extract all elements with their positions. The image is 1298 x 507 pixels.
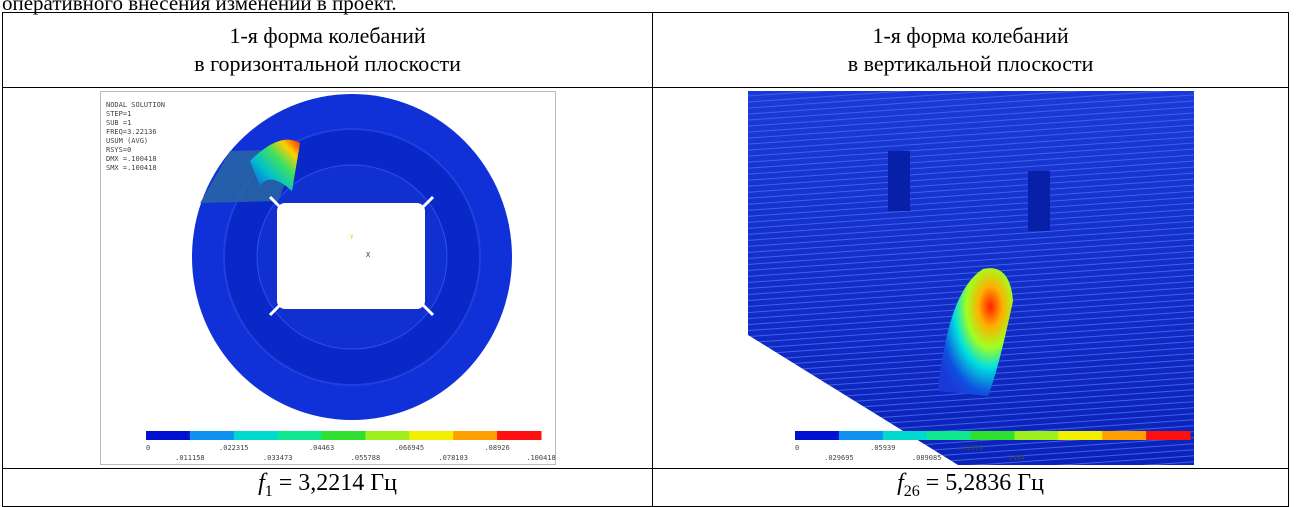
colorbar-label: .100418: [526, 454, 556, 462]
formula-symbol: f: [258, 470, 265, 496]
colorbar-label: .04463: [308, 444, 333, 452]
formula-value: = 5,2836 Гц: [925, 470, 1045, 496]
colorbar-segment: [364, 431, 410, 440]
colorbar-label: .029695: [824, 454, 854, 462]
colorbar-segment: [277, 431, 322, 440]
info-text: FREQ=3.22136: [106, 128, 157, 136]
info-text: DMX =.100418: [106, 155, 157, 163]
colorbar-label: .1484: [1003, 454, 1024, 462]
info-text: RSYS=0: [106, 146, 131, 154]
mode-shape-image: 0 .029695 .05939 .089085 .11878 .1484: [747, 91, 1194, 465]
header-cell: 1-я форма колебаний в горизонтальной плос…: [1, 12, 654, 88]
colorbar-segment: [1013, 431, 1059, 440]
colorbar-segment: [408, 431, 454, 440]
colorbar-label: .011158: [175, 454, 205, 462]
axis-label: X: [366, 251, 371, 259]
colorbar-segment: [189, 431, 234, 440]
formula-symbol: f: [897, 470, 904, 496]
header-line: 1-я форма колебаний: [229, 23, 426, 48]
colorbar-label: .033473: [262, 454, 292, 462]
colorbar-segment: [1057, 431, 1103, 440]
colorbar-segment: [321, 431, 366, 440]
colorbar-label: .066945: [394, 444, 424, 452]
colorbar-segment: [882, 431, 927, 440]
colorbar-segment: [794, 431, 839, 440]
colorbar-segment: [145, 431, 190, 440]
info-text: SUB =1: [106, 119, 131, 127]
colorbar-segment: [233, 431, 278, 440]
colorbar-label: .089085: [911, 454, 941, 462]
formula-cell: f26 = 5,2836 Гц: [652, 468, 1289, 507]
colorbar-segment: [838, 431, 883, 440]
intro-text: оперативного внесения изменений в проект…: [2, 0, 397, 15]
colorbar-segment: [496, 431, 542, 440]
colorbar-label: 0: [795, 444, 799, 452]
colorbar-label: 0: [146, 444, 150, 452]
info-text: SMX =.100418: [106, 164, 157, 172]
colorbar-segment: [1101, 431, 1147, 440]
colorbar-label: .11878: [957, 444, 982, 452]
image-cell: 0 .011158 .022315 .033473 .04463 .055788 .0669…: [1, 87, 654, 469]
colorbar-label: .022315: [219, 444, 249, 452]
axis-label: Y: [350, 234, 354, 241]
header-line: 1-я форма колебаний: [872, 23, 1069, 48]
colorbar-label: .05939: [870, 444, 895, 452]
colorbar-segment: [452, 431, 498, 440]
header-cell: 1-я форма колебаний в вертикальной плоско…: [652, 12, 1289, 88]
formula-value: = 3,2214 Гц: [278, 470, 398, 496]
header-line: в вертикальной плоскости: [847, 51, 1094, 76]
image-cell: 0 .029695 .05939 .089085 .11878 .1484: [652, 87, 1289, 469]
info-text: USUM (AVG): [106, 137, 148, 145]
colorbar-label: .08926: [484, 444, 509, 452]
colorbar-segment: [926, 431, 971, 440]
mode-shape-image: 0 .011158 .022315 .033473 .04463 .055788 .0669…: [99, 91, 556, 465]
info-text: NODAL SOLUTION: [106, 101, 165, 109]
formula-subscript: 26: [903, 482, 920, 500]
info-text: STEP=1: [106, 110, 131, 118]
formula-subscript: 1: [264, 482, 273, 500]
colorbar-label: .055788: [350, 454, 380, 462]
colorbar-segment: [970, 431, 1015, 440]
header-line: в горизонтальной плоскости: [194, 51, 461, 76]
formula-cell: f1 = 3,2214 Гц: [1, 468, 654, 507]
colorbar-segment: [1145, 431, 1191, 440]
colorbar-label: .078103: [438, 454, 468, 462]
results-table: 1-я форма колебаний в горизонтальной плос…: [1, 12, 1289, 507]
